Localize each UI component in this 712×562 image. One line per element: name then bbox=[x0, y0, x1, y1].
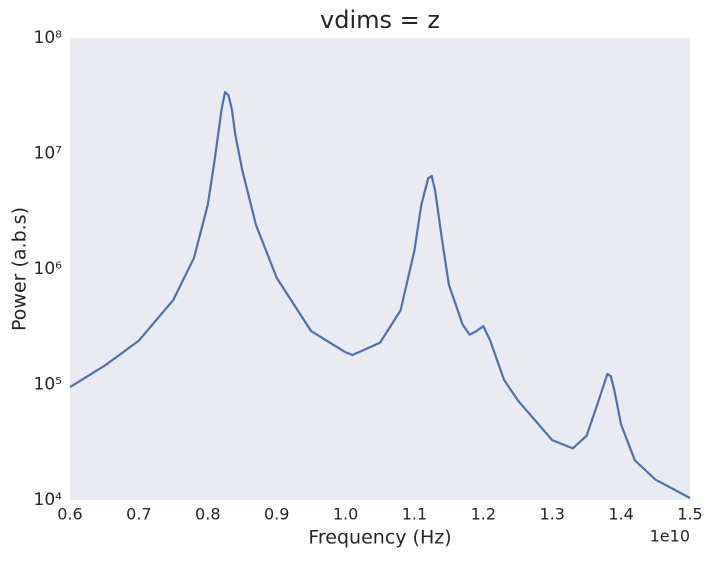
y-tick-label: 10⁴ bbox=[34, 490, 63, 510]
y-tick-label: 10⁷ bbox=[34, 144, 63, 164]
y-tick-label: 10⁸ bbox=[34, 28, 63, 48]
x-tick-label: 1.4 bbox=[608, 505, 633, 524]
y-axis-label: Power (a.b.s) bbox=[9, 207, 31, 331]
data-line bbox=[69, 91, 691, 500]
plot-area bbox=[70, 38, 690, 500]
x-tick-label: 0.8 bbox=[195, 505, 220, 524]
chart-title: vdims = z bbox=[320, 6, 440, 34]
x-tick-label: 1.2 bbox=[471, 505, 496, 524]
x-tick-label: 1.3 bbox=[539, 505, 564, 524]
x-tick-label: 1.5 bbox=[677, 505, 702, 524]
x-tick-label: 0.7 bbox=[126, 505, 151, 524]
x-tick-label: 0.6 bbox=[57, 505, 82, 524]
x-tick-label: 1.1 bbox=[402, 505, 427, 524]
x-tick-label: 0.9 bbox=[264, 505, 289, 524]
x-offset-label: 1e10 bbox=[650, 527, 690, 546]
y-tick-label: 10⁵ bbox=[34, 375, 62, 395]
x-tick-label: 1.0 bbox=[333, 505, 358, 524]
x-axis-label: Frequency (Hz) bbox=[308, 527, 451, 549]
y-tick-label: 10⁶ bbox=[34, 259, 63, 279]
